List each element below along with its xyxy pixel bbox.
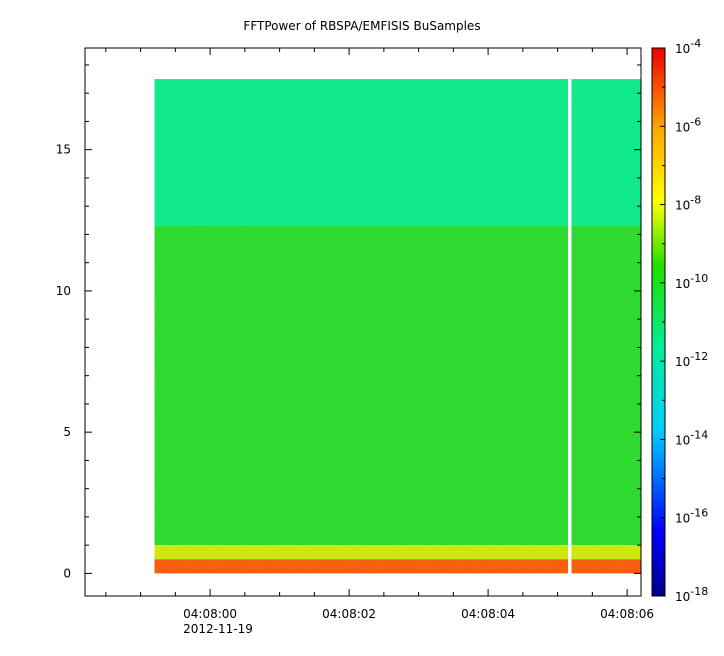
x-tick-label: 04:08:04 [461, 607, 515, 621]
colorbar-tick-label: 10-18 [675, 585, 708, 604]
plot-area [154, 78, 641, 575]
x-date-label: 2012-11-19 [183, 622, 253, 636]
colorbar-tick-label: 10-4 [675, 37, 701, 56]
x-axis: 04:08:00 04:08:02 04:08:04 04:08:06 [105, 48, 654, 621]
colorbar-tick-label: 10-6 [675, 115, 701, 134]
y-tick-label: 0 [63, 566, 71, 580]
x-tick-label: 04:08:06 [600, 607, 654, 621]
colorbar-tick-label: 10-16 [675, 507, 708, 526]
colorbar: 10-4 10-6 10-8 10-10 10-12 10-14 10-16 10-18 [651, 37, 708, 604]
colorbar-tick-label: 10-8 [675, 194, 701, 213]
x-tick-label: 04:08:00 [183, 607, 237, 621]
plot-frame [84, 47, 642, 597]
y-tick-label: 10 [56, 284, 71, 298]
y-tick-label: 15 [56, 143, 71, 157]
data-gap [568, 78, 572, 575]
colorbar-tick-label: 10-14 [675, 428, 708, 447]
spectrogram-texture [154, 79, 641, 574]
y-tick-label: 5 [63, 425, 71, 439]
x-tick-label: 04:08:02 [322, 607, 376, 621]
y-axis: 0 5 10 15 [56, 64, 641, 580]
colorbar-tick-label: 10-12 [675, 350, 708, 369]
chart-title: FFTPower of RBSPA/EMFISIS BuSamples [243, 19, 480, 33]
colorbar-tick-label: 10-10 [675, 272, 708, 291]
